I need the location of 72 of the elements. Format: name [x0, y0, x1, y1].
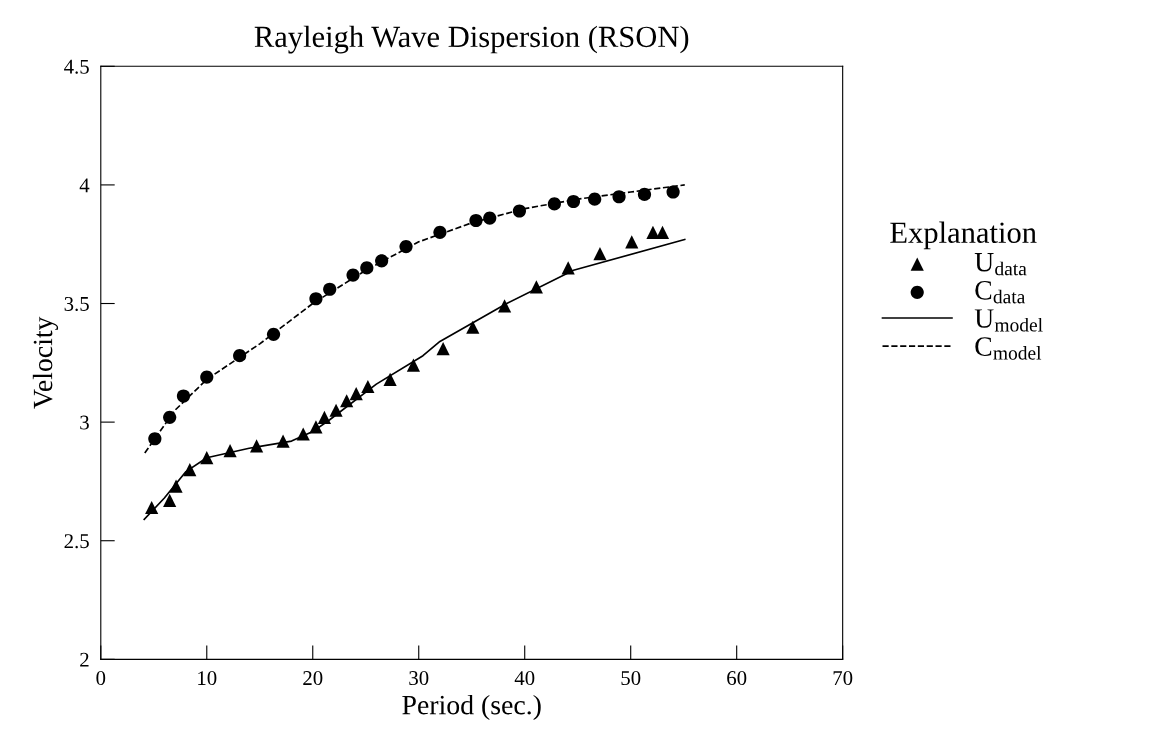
point: [375, 254, 389, 268]
point: [223, 443, 237, 458]
legend-label: C$_{model}$: [975, 337, 1042, 360]
point: [566, 194, 581, 209]
x-tick-label: 10: [198, 671, 217, 686]
point: [163, 493, 177, 507]
point: [266, 327, 281, 341]
y-tick-label: 3: [80, 415, 89, 430]
point: [593, 247, 607, 261]
point: [512, 204, 527, 218]
point: [233, 349, 247, 363]
point: [360, 261, 374, 275]
point: [276, 434, 290, 448]
point: [588, 192, 602, 206]
point: [483, 211, 497, 225]
point: [309, 292, 323, 306]
y-tick-label: 4: [79, 178, 90, 193]
y-tick-label: 2: [80, 652, 89, 667]
point: [612, 190, 626, 204]
point: [145, 500, 159, 515]
point: [466, 320, 480, 334]
legend-title: Explanation: [890, 221, 1037, 250]
point: [309, 420, 323, 434]
x-tick-label: 60: [727, 671, 747, 686]
chart-title: Rayleigh Wave Dispersion (RSON): [254, 25, 689, 54]
x-tick-label: 20: [303, 671, 323, 686]
x-tick-label: 0: [96, 671, 106, 686]
point: [433, 225, 447, 239]
x-tick-label: 30: [409, 671, 429, 686]
point: [625, 235, 639, 249]
point: [183, 462, 197, 477]
point: [383, 372, 397, 387]
x-axis-title: Period (sec.): [402, 694, 541, 721]
x-tick-label: 40: [514, 671, 535, 686]
point: [349, 387, 363, 401]
legend-label: C$_{data}$: [975, 280, 1026, 304]
point: [200, 451, 214, 465]
point: [340, 394, 354, 408]
point: [169, 479, 183, 493]
y-axis-title: Velocity: [32, 316, 59, 409]
point: [547, 197, 561, 211]
point: [329, 403, 343, 417]
point: [250, 439, 264, 453]
point: [529, 280, 543, 294]
point: [317, 410, 331, 424]
point: [655, 225, 670, 239]
point: [296, 427, 310, 441]
point: [163, 410, 177, 424]
point: [469, 213, 483, 228]
point: [323, 282, 337, 296]
y-tick-label: 3.5: [64, 296, 89, 312]
x-tick-label: 70: [833, 671, 853, 686]
legend-label: U$_{data}$: [974, 253, 1027, 276]
point: [406, 358, 421, 372]
point: [436, 341, 450, 356]
point: [361, 379, 375, 394]
legend-label: U$_{model}$: [974, 309, 1043, 332]
y-tick-label: 2.5: [64, 534, 89, 549]
line-series: [143, 238, 686, 521]
point: [399, 240, 413, 254]
point: [498, 299, 512, 313]
line-series: [143, 184, 686, 454]
point: [637, 187, 652, 201]
point: [666, 185, 680, 199]
point: [148, 432, 162, 446]
point: [176, 389, 191, 403]
x-tick-label: 50: [621, 671, 641, 686]
point: [346, 268, 360, 282]
point: [561, 261, 575, 275]
point: [646, 225, 660, 239]
point: [200, 370, 214, 384]
y-tick-label: 4.5: [64, 59, 89, 74]
